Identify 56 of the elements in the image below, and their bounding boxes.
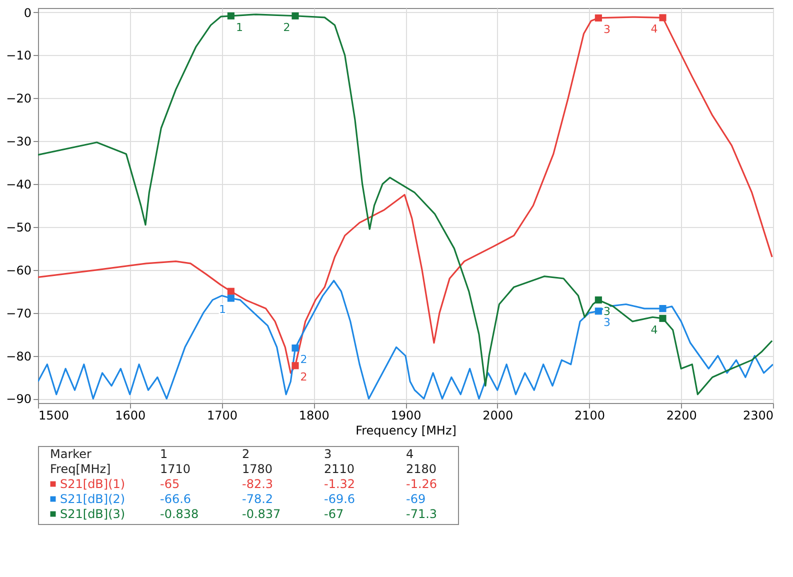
x-tick-label: 1700: [206, 408, 238, 422]
y-tick-label: −40: [6, 178, 32, 192]
y-tick-label: −20: [6, 92, 32, 106]
text: -82.3: [242, 477, 274, 491]
y-tick-label: −50: [6, 220, 32, 234]
annotation: 4: [650, 22, 658, 36]
text: -0.838: [160, 507, 199, 521]
annotation: 2: [300, 370, 308, 384]
x-tick-label: 2100: [574, 408, 606, 422]
text: -66.6: [160, 492, 192, 506]
y-tick-label: −30: [6, 134, 32, 149]
y-tick-label: 0: [24, 6, 32, 20]
line-series: [38, 280, 773, 400]
annotation: 2: [300, 353, 308, 366]
x-tick-label: 2000: [482, 408, 514, 422]
text: Freq[MHz]: [50, 462, 111, 476]
text: -65: [160, 477, 180, 491]
x-tick-label: 2300: [742, 408, 774, 422]
text: -1.32: [324, 477, 356, 491]
x-tick-label: 1900: [390, 408, 422, 422]
annotation: 3: [603, 22, 610, 36]
text: Marker: [50, 447, 92, 461]
annotation: 4: [650, 323, 658, 336]
y-tick-label: −70: [6, 306, 32, 320]
annotation: 2: [283, 20, 290, 34]
x-axis-title: Frequency [MHz]: [356, 424, 456, 438]
text: -78.2: [242, 492, 274, 506]
text: 1780: [242, 462, 273, 476]
annotation: 3: [603, 316, 610, 330]
text: 1710: [160, 462, 191, 476]
x-tick-label: 1800: [298, 408, 330, 422]
x-tick-label: 1600: [115, 408, 146, 422]
text: -71.3: [406, 507, 438, 521]
text: 4: [406, 447, 414, 461]
text: -69: [406, 492, 426, 506]
text: 2180: [406, 462, 437, 476]
text: 2110: [324, 462, 355, 476]
x-tick-label: 2200: [666, 408, 697, 422]
y-tick-label: −90: [6, 392, 32, 406]
text: -0.837: [242, 507, 281, 521]
text: 3: [324, 447, 332, 461]
x-tick-label: 1500: [38, 408, 70, 422]
text: -67: [324, 507, 344, 521]
text: -1.26: [406, 477, 438, 491]
legend-label: S21[dB](2): [60, 492, 126, 506]
y-tick-label: −80: [6, 349, 32, 364]
y-tick-label: −60: [6, 263, 32, 278]
text: 1: [160, 447, 168, 461]
text: 2: [242, 447, 250, 461]
y-tick-label: −10: [6, 48, 32, 63]
annotation: 3: [603, 304, 610, 318]
annotation: 1: [218, 303, 226, 316]
legend-label: S21[dB](3): [60, 507, 126, 521]
text: -69.6: [324, 492, 356, 506]
annotation: 1: [236, 20, 243, 34]
legend-label: S21[dB](1): [60, 477, 126, 491]
